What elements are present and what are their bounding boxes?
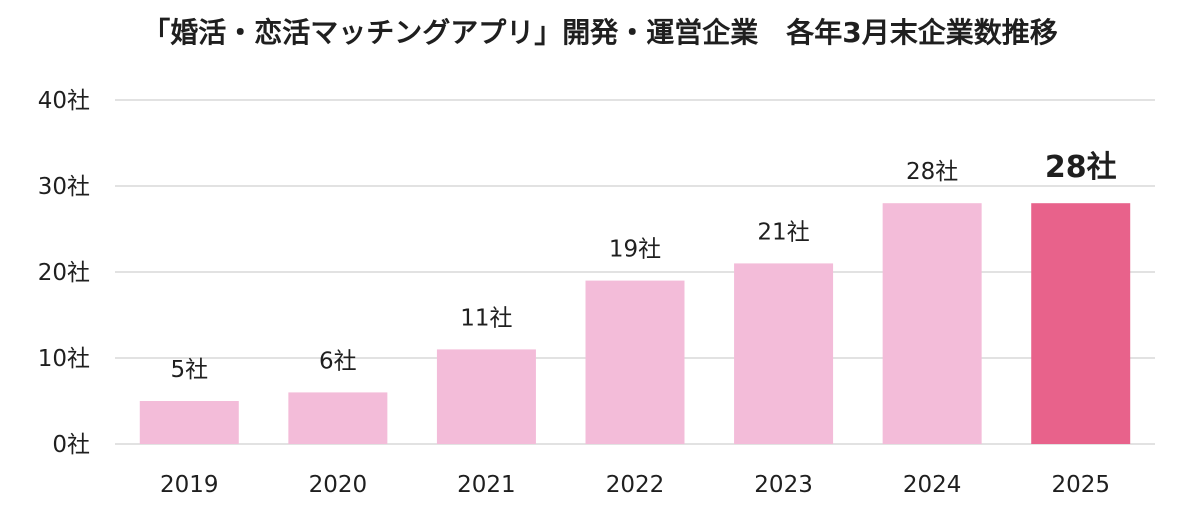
data-label: 11社 bbox=[460, 305, 512, 331]
x-tick-label: 2025 bbox=[1051, 472, 1110, 498]
y-tick-label: 20社 bbox=[38, 260, 90, 286]
bar bbox=[882, 203, 982, 444]
data-label: 19社 bbox=[609, 237, 661, 263]
bar bbox=[1031, 203, 1131, 444]
gridlines bbox=[115, 99, 1155, 445]
x-axis: 2019 2020 2021 2022 2023 2024 2025 bbox=[160, 472, 1110, 498]
bar bbox=[436, 349, 536, 444]
y-tick-label: 40社 bbox=[38, 88, 90, 114]
y-tick-label: 10社 bbox=[38, 346, 90, 372]
data-labels: 5社 6社 11社 19社 21社 28社 28社 bbox=[170, 150, 1116, 383]
bars bbox=[139, 203, 1131, 444]
bar bbox=[139, 401, 239, 444]
x-tick-label: 2020 bbox=[309, 472, 368, 498]
data-label: 5社 bbox=[170, 357, 208, 383]
x-tick-label: 2019 bbox=[160, 472, 219, 498]
y-tick-label: 0社 bbox=[52, 432, 90, 458]
x-tick-label: 2024 bbox=[903, 472, 962, 498]
data-label: 6社 bbox=[319, 348, 357, 374]
bar bbox=[288, 392, 388, 444]
x-tick-label: 2021 bbox=[457, 472, 516, 498]
bar bbox=[734, 263, 834, 444]
bar bbox=[585, 280, 685, 444]
chart-title: 「婚活・恋活マッチングアプリ」開発・運営企業 各年3月末企業数推移 bbox=[142, 16, 1058, 49]
y-tick-label: 30社 bbox=[38, 174, 90, 200]
data-label: 28社 bbox=[906, 159, 958, 185]
data-label: 28社 bbox=[1045, 150, 1117, 185]
x-tick-label: 2023 bbox=[754, 472, 813, 498]
data-label: 21社 bbox=[757, 219, 809, 245]
x-tick-label: 2022 bbox=[606, 472, 665, 498]
y-axis: 0社 10社 20社 30社 40社 bbox=[38, 88, 90, 458]
